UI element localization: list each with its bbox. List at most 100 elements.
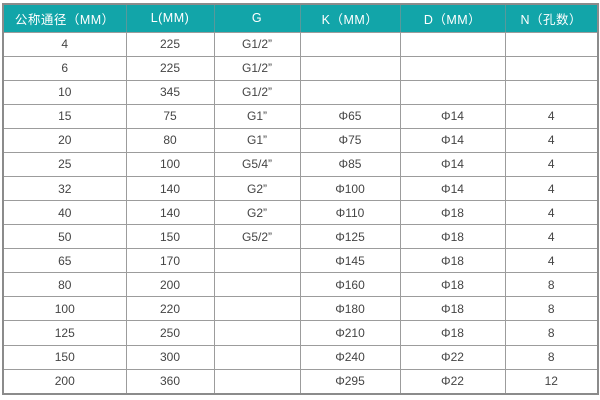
table-cell: 4 bbox=[2, 31, 127, 57]
table-cell: 100 bbox=[2, 296, 127, 322]
table-row: 15 75 G1” Φ65 Φ14 4 bbox=[2, 103, 599, 129]
table-row: 150 300 Φ240 Φ22 8 bbox=[2, 344, 599, 370]
table-cell: Φ18 bbox=[399, 200, 506, 226]
table-cell: Φ210 bbox=[299, 320, 401, 346]
table-row: 200 360 Φ295 Φ22 12 bbox=[2, 368, 599, 395]
table-cell: 4 bbox=[504, 248, 599, 274]
column-header: L(MM) bbox=[125, 3, 215, 33]
column-header: N（孔数） bbox=[504, 3, 599, 33]
table-cell: 75 bbox=[125, 103, 215, 129]
table-cell bbox=[504, 79, 599, 105]
table-cell: Φ295 bbox=[299, 368, 401, 395]
table-cell: Φ14 bbox=[399, 103, 506, 129]
table-cell: Φ145 bbox=[299, 248, 401, 274]
table-row: 4 225 G1/2” bbox=[2, 31, 599, 57]
table-row: 50 150 G5/2” Φ125 Φ18 4 bbox=[2, 224, 599, 250]
table-row: 25 100 G5/4” Φ85 Φ14 4 bbox=[2, 151, 599, 177]
table-cell bbox=[213, 344, 301, 370]
table-cell: Φ110 bbox=[299, 200, 401, 226]
table-cell: Φ18 bbox=[399, 224, 506, 250]
table-cell: 225 bbox=[125, 31, 215, 57]
table-cell bbox=[399, 55, 506, 81]
table-cell: 8 bbox=[504, 296, 599, 322]
table-cell: 150 bbox=[125, 224, 215, 250]
table-cell: Φ180 bbox=[299, 296, 401, 322]
table-cell bbox=[299, 31, 401, 57]
table-cell: 8 bbox=[504, 320, 599, 346]
table-row: 65 170 Φ145 Φ18 4 bbox=[2, 248, 599, 274]
table-cell: 8 bbox=[504, 272, 599, 298]
table-cell: Φ75 bbox=[299, 127, 401, 153]
table-cell: Φ18 bbox=[399, 296, 506, 322]
column-header: K（MM） bbox=[299, 3, 401, 33]
table-row: 80 200 Φ160 Φ18 8 bbox=[2, 272, 599, 298]
column-header: D（MM） bbox=[399, 3, 506, 33]
table-body: 4 225 G1/2” 6 225 G1/2” 10 345 G1/2” 15 75 G1” Φ65 Φ1… bbox=[2, 31, 599, 395]
table-cell: 8 bbox=[504, 344, 599, 370]
table-cell: G1/2” bbox=[213, 79, 301, 105]
table-row: 100 220 Φ180 Φ18 8 bbox=[2, 296, 599, 322]
table-cell: 345 bbox=[125, 79, 215, 105]
spec-table-container: 公称通径（MM） L(MM) G K（MM） D（MM） N（孔数） 4 225 G1/2” 6… bbox=[2, 3, 599, 395]
table-cell: Φ22 bbox=[399, 368, 506, 395]
table-cell: 140 bbox=[125, 175, 215, 202]
table-cell bbox=[299, 55, 401, 81]
table-cell: Φ100 bbox=[299, 175, 401, 202]
table-cell: Φ160 bbox=[299, 272, 401, 298]
table-cell: 25 bbox=[2, 151, 127, 177]
table-cell: 300 bbox=[125, 344, 215, 370]
table-row: 10 345 G1/2” bbox=[2, 79, 599, 105]
table-cell: 4 bbox=[504, 200, 599, 226]
table-cell: 4 bbox=[504, 175, 599, 202]
table-cell bbox=[399, 31, 506, 57]
table-cell: G1/2” bbox=[213, 55, 301, 81]
table-cell: G5/4” bbox=[213, 151, 301, 177]
table-cell: 360 bbox=[125, 368, 215, 395]
table-row: 20 80 G1” Φ75 Φ14 4 bbox=[2, 127, 599, 153]
table-cell: 15 bbox=[2, 103, 127, 129]
table-cell: 40 bbox=[2, 200, 127, 226]
table-cell bbox=[213, 272, 301, 298]
table-cell: 20 bbox=[2, 127, 127, 153]
table-cell: 32 bbox=[2, 175, 127, 202]
table-cell: 4 bbox=[504, 127, 599, 153]
table-cell: G2” bbox=[213, 200, 301, 226]
table-row: 125 250 Φ210 Φ18 8 bbox=[2, 320, 599, 346]
table-cell: 200 bbox=[2, 368, 127, 395]
column-header: G bbox=[213, 3, 301, 33]
table-cell bbox=[504, 55, 599, 81]
table-cell: G1/2” bbox=[213, 31, 301, 57]
table-cell bbox=[399, 79, 506, 105]
table-cell: G1” bbox=[213, 127, 301, 153]
table-cell: 50 bbox=[2, 224, 127, 250]
table-cell bbox=[213, 296, 301, 322]
table-cell bbox=[213, 248, 301, 274]
table-cell: Φ240 bbox=[299, 344, 401, 370]
table-cell: 225 bbox=[125, 55, 215, 81]
table-cell: 140 bbox=[125, 200, 215, 226]
table-cell: Φ22 bbox=[399, 344, 506, 370]
table-cell: G1” bbox=[213, 103, 301, 129]
table-cell: Φ18 bbox=[399, 272, 506, 298]
spec-table: 公称通径（MM） L(MM) G K（MM） D（MM） N（孔数） 4 225 G1/2” 6… bbox=[2, 3, 599, 395]
table-cell: Φ125 bbox=[299, 224, 401, 250]
table-cell: 125 bbox=[2, 320, 127, 346]
table-cell: Φ14 bbox=[399, 127, 506, 153]
table-cell: 200 bbox=[125, 272, 215, 298]
table-row: 40 140 G2” Φ110 Φ18 4 bbox=[2, 200, 599, 226]
table-cell: 250 bbox=[125, 320, 215, 346]
table-cell: 150 bbox=[2, 344, 127, 370]
table-cell bbox=[213, 320, 301, 346]
table-cell: Φ18 bbox=[399, 320, 506, 346]
table-cell: 80 bbox=[2, 272, 127, 298]
table-row: 32 140 G2” Φ100 Φ14 4 bbox=[2, 175, 599, 202]
table-cell: 170 bbox=[125, 248, 215, 274]
table-cell: G5/2” bbox=[213, 224, 301, 250]
table-cell: 220 bbox=[125, 296, 215, 322]
table-cell: 12 bbox=[504, 368, 599, 395]
table-header: 公称通径（MM） L(MM) G K（MM） D（MM） N（孔数） bbox=[2, 3, 599, 33]
table-cell: Φ18 bbox=[399, 248, 506, 274]
table-cell: 80 bbox=[125, 127, 215, 153]
table-cell: Φ65 bbox=[299, 103, 401, 129]
table-cell: 4 bbox=[504, 151, 599, 177]
